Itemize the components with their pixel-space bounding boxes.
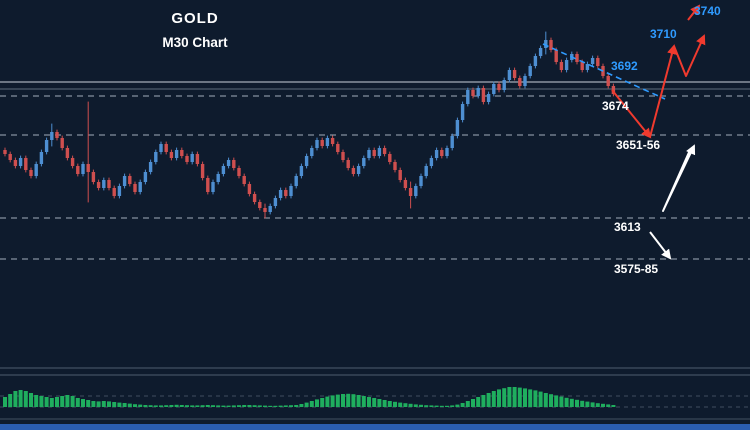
support-label-3613: 3613 [614,220,641,234]
chart-title: GOLD [171,10,219,27]
support-zone-label-3575-85: 3575-85 [614,262,659,276]
support-zone-label-3651-56: 3651-56 [616,138,661,152]
target-label-3710: 3710 [650,27,677,41]
support-label-3674: 3674 [602,99,629,113]
window-bottom-border [0,424,750,430]
chart-subtitle: M30 Chart [162,35,228,50]
target-label-3692: 3692 [611,59,638,73]
target-label-3740: 3740 [694,4,721,18]
